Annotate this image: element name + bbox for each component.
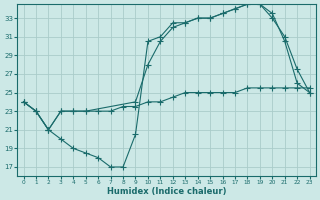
- X-axis label: Humidex (Indice chaleur): Humidex (Indice chaleur): [107, 187, 226, 196]
